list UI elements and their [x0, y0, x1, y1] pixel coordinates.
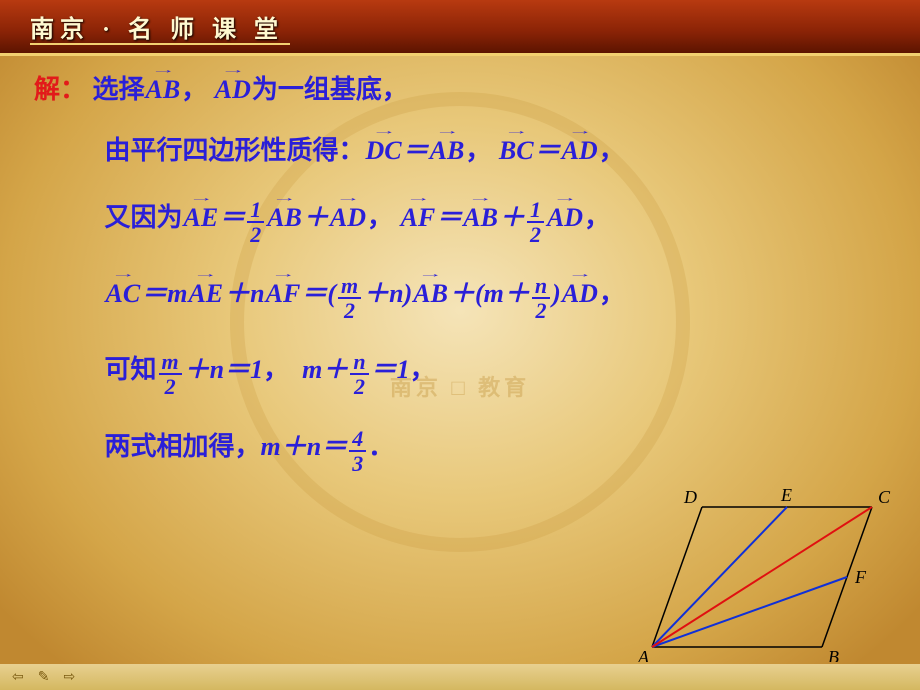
vector-AE: AE	[183, 198, 220, 237]
vector-AD: AD	[561, 274, 599, 313]
paren-close: )	[552, 279, 561, 308]
plus: ＋	[184, 355, 210, 384]
scalar-n: n	[250, 279, 264, 308]
comma: ，	[367, 202, 393, 232]
eq: ＝	[371, 355, 397, 384]
text: ，	[181, 74, 207, 104]
period: ．	[368, 431, 394, 461]
prev-slide-icon[interactable]: ⇦	[12, 669, 24, 686]
plus: ＋	[224, 279, 250, 308]
paren-open: (	[327, 279, 336, 308]
svg-text:F: F	[854, 567, 867, 587]
fraction-n2: n2	[350, 350, 368, 398]
eq: ＝	[141, 279, 167, 308]
pen-icon[interactable]: ✎	[38, 669, 50, 686]
eq: ＝	[219, 203, 245, 232]
solution-prefix: 解：	[34, 74, 86, 104]
svg-text:C: C	[878, 487, 891, 507]
vector-AD: AD	[214, 70, 252, 109]
vector-AB: AB	[145, 70, 182, 109]
scalar-n: n	[210, 355, 224, 384]
solution-line-5: 可知m2＋n＝1， m＋n2＝1，	[34, 350, 886, 398]
svg-text:A: A	[637, 647, 650, 662]
text: 两式相加得，	[105, 431, 261, 461]
scalar-m: m	[261, 432, 281, 461]
vector-AD: AD	[561, 131, 599, 170]
eq: ＝	[403, 136, 429, 165]
solution-line-2: 由平行四边形性质得：DC＝AB， BC＝AD，	[34, 131, 886, 170]
plus: ＋	[363, 279, 389, 308]
fraction-m2: m2	[159, 350, 182, 398]
svg-text:D: D	[683, 487, 697, 507]
vector-AD: AD	[329, 198, 367, 237]
eq: ＝	[436, 203, 462, 232]
comma: ，	[465, 135, 491, 165]
vector-AB: AB	[462, 198, 499, 237]
scalar-m: m	[302, 355, 322, 384]
plus: ＋	[303, 203, 329, 232]
vector-AD: AD	[546, 198, 584, 237]
eq: ＝	[535, 136, 561, 165]
comma: ，	[263, 354, 289, 384]
vector-BC: BC	[498, 131, 535, 170]
comma: ，	[599, 278, 625, 308]
comma: ，	[410, 354, 436, 384]
text: 为一组基底，	[252, 74, 408, 104]
solution-line-3: 又因为AE＝12AB＋AD， AF＝AB＋12AD，	[34, 198, 886, 246]
scalar-m: m	[167, 279, 187, 308]
plus: ＋	[504, 279, 530, 308]
vector-AE: AE	[187, 274, 224, 313]
vector-AB: AB	[412, 274, 449, 313]
parallelogram-diagram: A B C D E F	[612, 477, 892, 662]
next-slide-icon[interactable]: ⇨	[63, 669, 75, 686]
text: 又因为	[105, 202, 183, 232]
svg-text:E: E	[780, 485, 792, 505]
solution-line-1: 解： 选择AB， AD为一组基底，	[34, 70, 886, 109]
plus: ＋	[449, 279, 475, 308]
slide-footer: ⇦ ✎ ⇨	[0, 664, 920, 690]
slide-header: 南京 · 名 师 课 堂	[0, 0, 920, 56]
plus: ＋	[499, 203, 525, 232]
vector-DC: DC	[365, 131, 403, 170]
header-title: 南京 · 名 师 课 堂	[30, 9, 284, 44]
scalar-n: n	[389, 279, 403, 308]
vector-AC: AC	[105, 274, 142, 313]
paren-close: )	[404, 279, 413, 308]
comma: ，	[584, 202, 610, 232]
fraction-m2: m2	[338, 274, 361, 322]
eq: ＝	[301, 279, 327, 308]
solution-line-4: AC＝mAE＋nAF＝(m2＋n)AB＋(m＋n2)AD，	[34, 274, 886, 322]
paren-open: (	[475, 279, 484, 308]
one: 1	[397, 355, 410, 384]
vector-AB: AB	[429, 131, 466, 170]
scalar-m: m	[484, 279, 504, 308]
plus: ＋	[281, 432, 307, 461]
eq: ＝	[321, 432, 347, 461]
solution-line-6: 两式相加得，m＋n＝43．	[34, 427, 886, 475]
header-underline	[30, 43, 290, 45]
scalar-n: n	[307, 432, 321, 461]
plus: ＋	[322, 355, 348, 384]
vector-AF: AF	[400, 198, 437, 237]
solution-content: 解： 选择AB， AD为一组基底， 由平行四边形性质得：DC＝AB， BC＝AD…	[34, 70, 886, 503]
text: 选择	[93, 74, 145, 104]
fraction-43: 43	[349, 427, 366, 475]
eq: ＝	[224, 355, 250, 384]
comma: ，	[599, 135, 625, 165]
vector-AF: AF	[265, 274, 302, 313]
vector-AB: AB	[266, 198, 303, 237]
one: 1	[250, 355, 263, 384]
text: 可知	[105, 354, 157, 384]
svg-text:B: B	[828, 647, 839, 662]
text: 由平行四边形性质得：	[105, 135, 365, 165]
